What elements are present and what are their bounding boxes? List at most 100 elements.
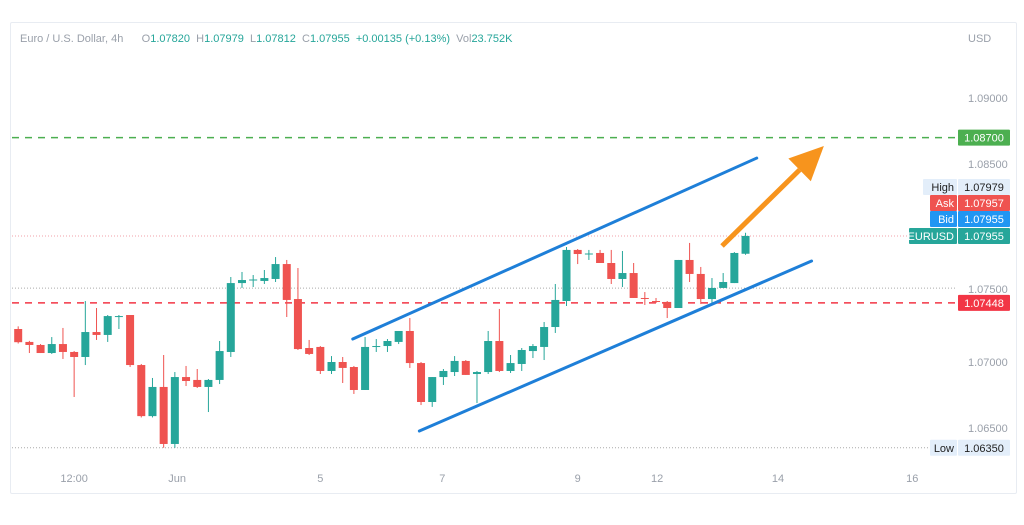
symbol-price-value: 1.07955 bbox=[964, 231, 1004, 243]
open-value: 1.07820 bbox=[150, 33, 190, 45]
symbol-tag-label: EURUSD bbox=[908, 231, 955, 243]
symbol-title: Euro / U.S. Dollar, 4h bbox=[20, 33, 124, 45]
candle-up bbox=[439, 370, 448, 378]
x-tick-label: 14 bbox=[772, 473, 784, 485]
candle-down bbox=[193, 379, 202, 387]
candle-up bbox=[584, 253, 593, 255]
x-tick-label: 5 bbox=[317, 473, 323, 485]
candle-down bbox=[461, 360, 470, 375]
candle-up bbox=[226, 283, 235, 352]
candle-up bbox=[551, 299, 560, 328]
y-tick-label: 1.07000 bbox=[968, 357, 1008, 369]
candle-up bbox=[517, 349, 526, 364]
candle-down bbox=[417, 363, 426, 402]
candle-down bbox=[58, 344, 67, 352]
y-tick-label: 1.07500 bbox=[968, 284, 1008, 296]
candle-down bbox=[282, 264, 291, 300]
candle-down bbox=[663, 301, 672, 309]
candle-up bbox=[506, 363, 515, 371]
candle-down bbox=[629, 273, 638, 298]
candle-up bbox=[327, 362, 336, 371]
high-price-badge bbox=[958, 179, 1010, 195]
candle-up bbox=[484, 341, 493, 373]
candle-down bbox=[25, 341, 34, 345]
low-tag-badge bbox=[930, 439, 957, 456]
arrow-shaft bbox=[720, 168, 802, 248]
candle-down bbox=[126, 315, 135, 366]
candle-down bbox=[685, 259, 694, 274]
candle-up bbox=[249, 279, 258, 281]
ask-price-value: 1.07957 bbox=[964, 198, 1004, 210]
high-value: 1.07979 bbox=[204, 33, 244, 45]
candle-up bbox=[719, 282, 728, 288]
bid-tag-badge bbox=[930, 211, 957, 227]
change-value: +0.00135 (+0.13%) bbox=[355, 33, 451, 45]
candle-down bbox=[573, 249, 582, 255]
close-label: C bbox=[301, 33, 310, 45]
ohlc-legend: Euro / U.S. Dollar, 4h O1.07820 H1.07979… bbox=[20, 33, 512, 45]
x-tick-label: 12 bbox=[651, 473, 663, 485]
target-price-value: 1.08700 bbox=[964, 133, 1004, 145]
candle-up bbox=[271, 264, 280, 279]
candle-down bbox=[36, 344, 45, 354]
candle-down bbox=[640, 297, 649, 299]
lower-channel-trendline bbox=[417, 259, 814, 433]
candle-up bbox=[540, 327, 549, 347]
candle-up bbox=[528, 346, 537, 352]
candle-up bbox=[428, 377, 437, 402]
ask-tag-label: Ask bbox=[936, 198, 955, 210]
support-price-badge bbox=[958, 294, 1010, 311]
close-value: 1.07955 bbox=[309, 33, 350, 45]
candle-up bbox=[674, 259, 683, 309]
x-tick-label: Jun bbox=[168, 473, 186, 485]
x-tick-label: 12:00 bbox=[60, 473, 88, 485]
candle-down bbox=[596, 252, 605, 263]
candle-down bbox=[182, 377, 191, 382]
candle-up bbox=[47, 344, 56, 354]
x-tick-label: 7 bbox=[439, 473, 445, 485]
candle-down bbox=[137, 365, 146, 417]
candle-up bbox=[81, 332, 90, 357]
candle-down bbox=[405, 330, 414, 364]
low-price-value: 1.06350 bbox=[964, 443, 1004, 455]
candle-down bbox=[696, 273, 705, 300]
high-tag-badge bbox=[923, 179, 957, 195]
candle-down bbox=[652, 301, 661, 303]
low-tag-label: Low bbox=[934, 443, 954, 455]
candle-up bbox=[618, 273, 627, 279]
candle-down bbox=[338, 362, 347, 368]
candle-up bbox=[707, 287, 716, 300]
candle-down bbox=[159, 386, 168, 444]
candle-down bbox=[92, 332, 101, 335]
candle-up bbox=[103, 316, 112, 335]
low-value: 1.07812 bbox=[256, 33, 296, 45]
currency-label: USD bbox=[968, 33, 991, 45]
candle-up bbox=[741, 235, 750, 254]
support-price-value: 1.07448 bbox=[964, 298, 1004, 310]
candle-down bbox=[316, 346, 325, 371]
bid-tag-label: Bid bbox=[938, 214, 954, 226]
candle-down bbox=[14, 329, 23, 343]
candle-up bbox=[237, 280, 246, 284]
candle-up bbox=[472, 372, 481, 375]
candle-up bbox=[170, 377, 179, 444]
low-price-badge bbox=[958, 439, 1010, 456]
high-price-value: 1.07979 bbox=[964, 182, 1004, 194]
open-label: O bbox=[141, 33, 151, 45]
volume-label: Vol bbox=[456, 33, 472, 45]
x-tick-label: 9 bbox=[575, 473, 581, 485]
candle-up bbox=[394, 330, 403, 342]
candle-up bbox=[215, 351, 224, 380]
bid-price-value: 1.07955 bbox=[964, 214, 1004, 226]
candle-down bbox=[293, 299, 302, 350]
candle-up bbox=[204, 379, 213, 387]
candle-up bbox=[148, 386, 157, 417]
candle-up bbox=[361, 346, 370, 390]
ask-price-badge bbox=[958, 195, 1010, 211]
candle-up bbox=[562, 249, 571, 302]
candle-down bbox=[495, 341, 504, 371]
arrow-head-icon bbox=[788, 146, 824, 182]
candle-down bbox=[70, 351, 79, 357]
target-price-badge bbox=[958, 129, 1010, 146]
